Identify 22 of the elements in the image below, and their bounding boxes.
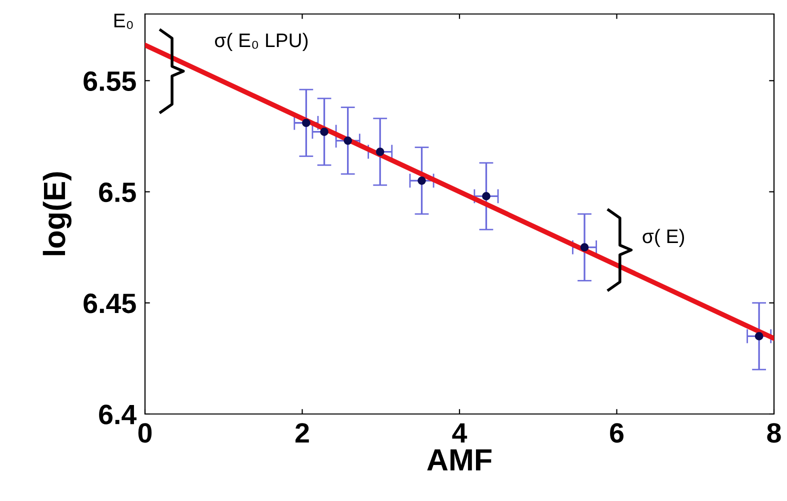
point [580,243,589,252]
y-tick-label: 6.4 [99,404,137,424]
x-tick-label: 4 [452,423,468,442]
annotation: E₀ [114,14,133,29]
x-tick-label: 6 [610,423,624,443]
x-tick-label: 0 [138,423,152,443]
point [320,128,328,136]
point [754,332,764,340]
y-tick-label: 6.5 [99,182,136,202]
annotation: σ( E) [642,228,684,248]
annotation: σ( E₀ LPU) [215,32,308,52]
x-axis-title: AMF [427,449,492,470]
x-tick-label: 8 [767,423,781,443]
y-axis-title: log(E) [42,172,72,256]
y-tick-label: 6.45 [84,294,136,314]
point [376,148,384,156]
point [418,176,426,185]
point [344,136,352,145]
y-tick-label: 6.55 [84,71,136,92]
point [302,118,310,128]
point [482,192,490,200]
x-tick-label: 2 [295,423,309,442]
